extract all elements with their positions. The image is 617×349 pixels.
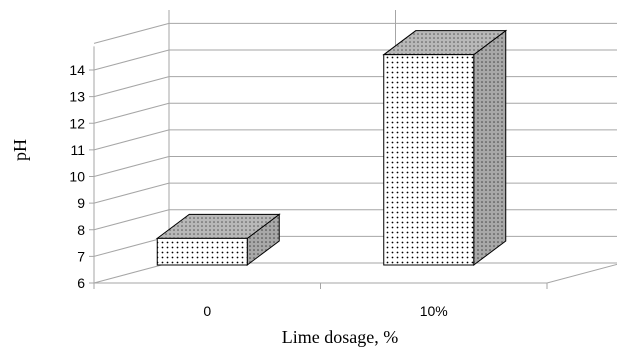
y-tick-label: 11: [70, 142, 85, 158]
bar-front: [383, 54, 475, 266]
gridline-side: [93, 76, 170, 98]
gridline-side: [93, 209, 170, 231]
y-tick-label: 10: [69, 169, 85, 185]
y-axis-title: pH: [10, 139, 30, 161]
x-tick-label: 10%: [420, 303, 448, 319]
y-tick-label: 9: [77, 195, 85, 211]
gridline-side: [93, 182, 170, 204]
gridline-side: [93, 156, 170, 177]
y-tick-label: 6: [77, 275, 85, 291]
y-tick-label: 7: [77, 248, 85, 264]
gridline-side: [93, 49, 170, 71]
gridline-side: [93, 262, 170, 284]
y-tick-label: 13: [69, 89, 85, 105]
axes: [89, 46, 548, 289]
y-tick-labels: 6 7 8 9 10 11 12 13 14: [69, 62, 85, 291]
bar: [155, 213, 281, 266]
bar: [382, 29, 508, 266]
gridline-side: [93, 22, 170, 44]
x-tick-labels: 0 10%: [203, 303, 447, 319]
bar-side: [473, 29, 507, 266]
y-tick-label: 12: [69, 115, 85, 131]
gridline-side: [93, 129, 170, 151]
y-tick-label: 14: [69, 62, 85, 78]
gridline-side: [93, 235, 170, 257]
x-axis-title: Lime dosage, %: [282, 327, 398, 347]
x-tick-label: 0: [203, 303, 211, 319]
bars: [155, 29, 508, 266]
gridline-side: [93, 102, 170, 124]
y-tick-label: 8: [77, 222, 85, 238]
floor-right-edge: [546, 263, 617, 284]
bar-front: [156, 237, 248, 266]
